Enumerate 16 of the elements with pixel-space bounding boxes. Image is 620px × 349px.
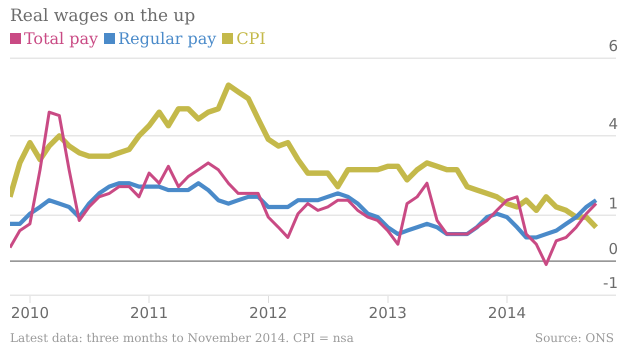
legend-label: CPI: [235, 29, 266, 48]
source-note: Source: ONS: [534, 331, 614, 345]
legend-label: Regular pay: [117, 29, 216, 48]
y-tick-label: -1: [603, 274, 618, 292]
x-tick-label: 2012: [249, 304, 288, 322]
chart-title: Real wages on the up: [10, 6, 196, 26]
y-tick-label: 6: [608, 36, 618, 55]
x-tick-label: 2014: [488, 304, 526, 322]
text: Latest data: three months to November 2014. CPI = nsa: [10, 331, 354, 345]
y-tick-label: 0: [608, 240, 618, 258]
y-tick-label: 1: [608, 194, 618, 212]
x-tick-label: 2013: [368, 304, 407, 322]
legend-label: Total pay: [23, 29, 98, 48]
x-tick-label: 2011: [130, 304, 168, 322]
y-tick-label: 4: [608, 114, 618, 133]
x-tick-label: 2010: [10, 304, 50, 322]
